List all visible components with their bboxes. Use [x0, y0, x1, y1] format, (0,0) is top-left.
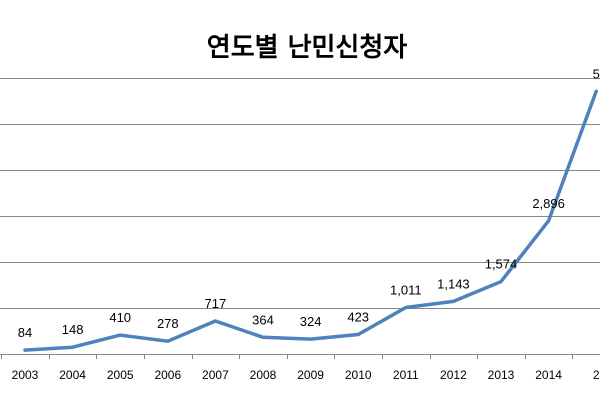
data-label: 1,143	[437, 276, 470, 291]
data-label: 364	[252, 312, 274, 327]
grid-lines	[0, 78, 600, 355]
data-label: 148	[62, 322, 84, 337]
data-label: 5	[593, 66, 600, 81]
x-tick-label: 2	[593, 368, 600, 382]
data-label: 1,011	[390, 282, 422, 297]
series-group	[23, 89, 598, 352]
x-tick-label: 2007	[202, 368, 229, 382]
x-tick-label: 2012	[440, 368, 467, 382]
series-line	[23, 89, 598, 352]
x-tick-label: 2009	[297, 368, 324, 382]
data-label: 1,574	[485, 257, 518, 272]
data-label: 717	[205, 296, 227, 311]
chart-title: 연도별 난민신청자	[207, 33, 407, 63]
x-tick-label: 2008	[250, 368, 277, 382]
data-label: 324	[300, 314, 322, 329]
data-label: 410	[109, 310, 131, 325]
x-tick-label: 2013	[488, 368, 515, 382]
x-tick-label: 2004	[59, 368, 86, 382]
x-tick-label: 2005	[107, 368, 134, 382]
data-label: 423	[347, 310, 369, 325]
x-tick-label: 2014	[535, 368, 562, 382]
data-label: 2,896	[532, 196, 565, 211]
x-tick-label: 2006	[154, 368, 181, 382]
x-axis-tick-labels: 2003 2004 2005 2006 2007 2008 2009 2010 2011 2012…	[1, 354, 600, 382]
x-tick-label: 2010	[345, 368, 372, 382]
data-labels: 84 148 410 278 717 364 324 423 1,011 1,143 1,574 2,…	[18, 66, 600, 340]
x-tick-label: 2003	[12, 368, 39, 382]
data-label: 84	[18, 325, 32, 340]
data-label: 278	[157, 316, 179, 331]
x-tick-label: 2011	[393, 368, 419, 382]
